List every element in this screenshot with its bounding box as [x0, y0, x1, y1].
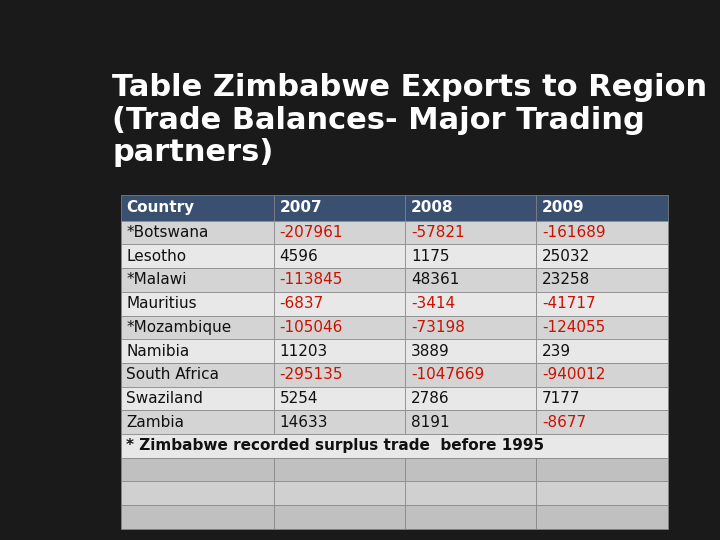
FancyBboxPatch shape — [405, 221, 536, 245]
Text: 2009: 2009 — [542, 200, 585, 215]
FancyBboxPatch shape — [274, 245, 405, 268]
Text: *Mozambique: *Mozambique — [126, 320, 232, 335]
Text: 8191: 8191 — [411, 415, 449, 430]
FancyBboxPatch shape — [405, 195, 536, 221]
FancyBboxPatch shape — [536, 268, 667, 292]
FancyBboxPatch shape — [405, 245, 536, 268]
FancyBboxPatch shape — [121, 458, 274, 482]
Text: -207961: -207961 — [280, 225, 343, 240]
FancyBboxPatch shape — [405, 292, 536, 315]
Text: 1175: 1175 — [411, 249, 449, 264]
Text: 48361: 48361 — [411, 273, 459, 287]
FancyBboxPatch shape — [121, 363, 274, 387]
FancyBboxPatch shape — [121, 292, 274, 315]
Text: Country: Country — [126, 200, 194, 215]
FancyBboxPatch shape — [405, 387, 536, 410]
FancyBboxPatch shape — [121, 387, 274, 410]
FancyBboxPatch shape — [405, 268, 536, 292]
FancyBboxPatch shape — [121, 505, 274, 529]
Text: South Africa: South Africa — [126, 367, 220, 382]
Text: 11203: 11203 — [280, 343, 328, 359]
FancyBboxPatch shape — [121, 195, 274, 221]
FancyBboxPatch shape — [274, 268, 405, 292]
FancyBboxPatch shape — [405, 315, 536, 339]
Text: -3414: -3414 — [411, 296, 455, 311]
Text: Namibia: Namibia — [126, 343, 189, 359]
Text: * Zimbabwe recorded surplus trade  before 1995: * Zimbabwe recorded surplus trade before… — [126, 438, 544, 454]
FancyBboxPatch shape — [121, 268, 274, 292]
FancyBboxPatch shape — [405, 410, 536, 434]
FancyBboxPatch shape — [274, 315, 405, 339]
Text: -105046: -105046 — [280, 320, 343, 335]
Text: 2007: 2007 — [280, 200, 323, 215]
Text: Zambia: Zambia — [126, 415, 184, 430]
Text: 2786: 2786 — [411, 391, 449, 406]
Text: -113845: -113845 — [280, 273, 343, 287]
FancyBboxPatch shape — [536, 363, 667, 387]
FancyBboxPatch shape — [536, 458, 667, 482]
FancyBboxPatch shape — [121, 482, 274, 505]
Text: 7177: 7177 — [542, 391, 580, 406]
Text: -41717: -41717 — [542, 296, 595, 311]
FancyBboxPatch shape — [274, 410, 405, 434]
FancyBboxPatch shape — [536, 245, 667, 268]
FancyBboxPatch shape — [274, 221, 405, 245]
Text: *Botswana: *Botswana — [126, 225, 209, 240]
FancyBboxPatch shape — [274, 339, 405, 363]
FancyBboxPatch shape — [405, 505, 536, 529]
FancyBboxPatch shape — [121, 339, 274, 363]
Text: 14633: 14633 — [280, 415, 328, 430]
FancyBboxPatch shape — [536, 387, 667, 410]
Text: -1047669: -1047669 — [411, 367, 484, 382]
Text: 23258: 23258 — [542, 273, 590, 287]
Text: Mauritius: Mauritius — [126, 296, 197, 311]
FancyBboxPatch shape — [274, 363, 405, 387]
FancyBboxPatch shape — [536, 482, 667, 505]
Text: 239: 239 — [542, 343, 571, 359]
Text: 3889: 3889 — [411, 343, 449, 359]
Text: -8677: -8677 — [542, 415, 586, 430]
FancyBboxPatch shape — [405, 339, 536, 363]
Text: 2008: 2008 — [411, 200, 454, 215]
FancyBboxPatch shape — [536, 221, 667, 245]
Text: Swaziland: Swaziland — [126, 391, 203, 406]
FancyBboxPatch shape — [274, 387, 405, 410]
FancyBboxPatch shape — [536, 315, 667, 339]
Text: *Malawi: *Malawi — [126, 273, 186, 287]
FancyBboxPatch shape — [274, 292, 405, 315]
Text: Lesotho: Lesotho — [126, 249, 186, 264]
FancyBboxPatch shape — [274, 195, 405, 221]
FancyBboxPatch shape — [121, 245, 274, 268]
FancyBboxPatch shape — [121, 315, 274, 339]
FancyBboxPatch shape — [405, 482, 536, 505]
Text: -124055: -124055 — [542, 320, 606, 335]
FancyBboxPatch shape — [536, 292, 667, 315]
Text: -6837: -6837 — [280, 296, 324, 311]
FancyBboxPatch shape — [536, 339, 667, 363]
FancyBboxPatch shape — [121, 221, 274, 245]
Text: 4596: 4596 — [280, 249, 318, 264]
FancyBboxPatch shape — [405, 458, 536, 482]
Text: -940012: -940012 — [542, 367, 606, 382]
FancyBboxPatch shape — [121, 434, 667, 458]
Text: -73198: -73198 — [411, 320, 464, 335]
Text: -295135: -295135 — [280, 367, 343, 382]
FancyBboxPatch shape — [274, 458, 405, 482]
FancyBboxPatch shape — [536, 195, 667, 221]
FancyBboxPatch shape — [274, 482, 405, 505]
Text: -161689: -161689 — [542, 225, 606, 240]
Text: -57821: -57821 — [411, 225, 464, 240]
Text: Table Zimbabwe Exports to Region
(Trade Balances- Major Trading
partners): Table Zimbabwe Exports to Region (Trade … — [112, 73, 708, 167]
FancyBboxPatch shape — [274, 505, 405, 529]
Text: 5254: 5254 — [280, 391, 318, 406]
Text: 25032: 25032 — [542, 249, 590, 264]
FancyBboxPatch shape — [121, 410, 274, 434]
FancyBboxPatch shape — [405, 363, 536, 387]
FancyBboxPatch shape — [536, 410, 667, 434]
FancyBboxPatch shape — [536, 505, 667, 529]
